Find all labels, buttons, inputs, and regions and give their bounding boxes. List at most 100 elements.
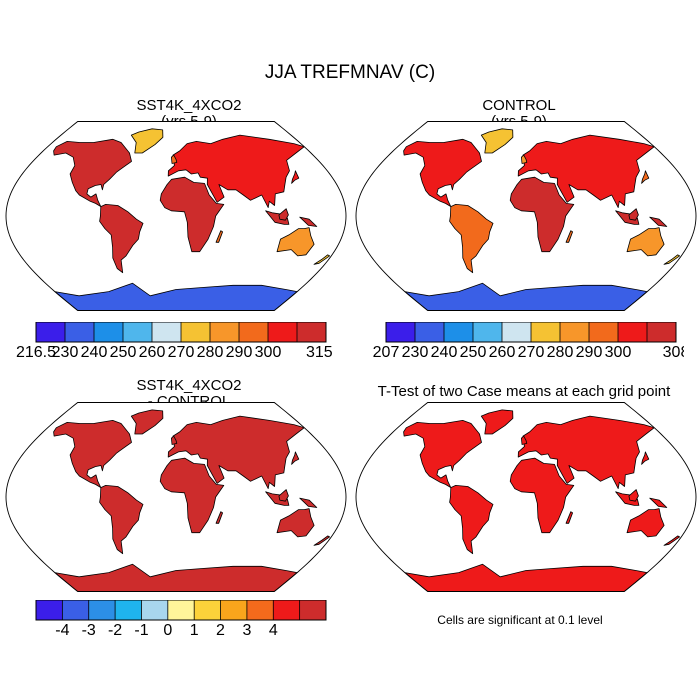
- colorbar-label: 308: [663, 344, 684, 361]
- colorbar-swatch: [167, 600, 195, 620]
- landmass-africa: [159, 176, 225, 253]
- colorbar-label: 230: [52, 344, 79, 361]
- colorbar-label: 290: [226, 344, 253, 361]
- colorbar-label: 216.5: [16, 344, 56, 361]
- colorbar-swatch: [444, 322, 474, 342]
- colorbar-swatch: [88, 600, 116, 620]
- colorbar-label: -3: [82, 622, 96, 639]
- landmass-australia: [626, 508, 665, 538]
- colorbar-swatch: [647, 322, 677, 342]
- colorbar-swatch: [473, 322, 503, 342]
- colorbar-label: 315.7: [306, 344, 334, 361]
- landmass-africa: [509, 176, 575, 253]
- landmass-eurasia: [167, 415, 305, 490]
- colorbar-label: 270: [168, 344, 195, 361]
- landmass-africa: [159, 457, 225, 534]
- colorbar-swatch: [560, 322, 590, 342]
- landmass-australia: [276, 508, 315, 538]
- colorbar-swatch: [94, 322, 124, 342]
- colorbar-label: 300: [605, 344, 632, 361]
- landmass-madagascar: [565, 511, 573, 524]
- landmass-borneo: [628, 489, 639, 502]
- significance-note: Cells are significant at 0.1 level: [437, 613, 603, 627]
- landmass-borneo: [278, 489, 289, 502]
- landmass-britain: [170, 435, 178, 445]
- colorbar-label: -1: [134, 622, 148, 639]
- colorbar-swatch: [502, 322, 532, 342]
- landmass-newguinea: [299, 216, 318, 227]
- colorbar-swatch: [297, 322, 327, 342]
- colorbar-label: 1: [190, 622, 199, 639]
- landmass-australia: [626, 227, 665, 257]
- landmass-greenland: [480, 128, 514, 154]
- landmass-eurasia: [517, 134, 655, 209]
- landmass-samerica: [449, 203, 494, 274]
- map-boundary: [5, 402, 347, 592]
- colorbar-swatch: [152, 322, 182, 342]
- colorbar-frame: [35, 600, 327, 621]
- colorbar-label: 300: [255, 344, 282, 361]
- panel-1-title-line1: SST4K_4XCO2: [136, 97, 242, 114]
- landmass-madagascar: [215, 230, 224, 243]
- colorbar-swatch: [386, 322, 416, 342]
- landmass-indonesia: [265, 210, 290, 225]
- colorbar-label: -2: [108, 622, 122, 639]
- landmass-namerica: [403, 138, 482, 209]
- colorbar-swatch: [141, 600, 169, 620]
- landmass-australia: [276, 227, 315, 257]
- landmass-nz: [313, 254, 331, 265]
- colorbar-swatch: [268, 322, 298, 342]
- landmass-eurasia: [517, 415, 655, 490]
- landmass-britain: [170, 154, 178, 164]
- landmass-newguinea: [299, 497, 318, 508]
- colorbar-label: 280: [197, 344, 224, 361]
- landmass-indonesia: [615, 491, 640, 506]
- colorbar-swatch: [618, 322, 648, 342]
- landmass-japan: [291, 170, 300, 184]
- colorbar-label: 250: [110, 344, 137, 361]
- landmass-samerica: [99, 203, 144, 274]
- map-boundary: [5, 121, 347, 311]
- colorbar-swatch: [65, 322, 95, 342]
- map-boundary: [355, 402, 697, 592]
- landmass-borneo: [628, 208, 639, 221]
- figure-title: JJA TREFMNAV (C): [264, 62, 436, 83]
- colorbar-swatch: [246, 600, 274, 620]
- landmass-britain: [521, 435, 528, 445]
- colorbar-swatch: [239, 322, 269, 342]
- landmass-eurasia: [167, 134, 305, 209]
- landmass-namerica: [53, 419, 132, 490]
- landmass-madagascar: [565, 230, 573, 243]
- colorbar-swatch: [220, 600, 248, 620]
- colorbar-frame: [385, 322, 677, 343]
- colorbar-swatch: [36, 322, 66, 342]
- colorbar-swatch: [299, 600, 327, 620]
- landmass-indonesia: [265, 491, 290, 506]
- colorbar-swatch: [415, 322, 445, 342]
- colorbar-label: 280: [547, 344, 574, 361]
- landmass-namerica: [53, 138, 132, 209]
- landmass-japan: [291, 451, 300, 465]
- panel-2-title-line1: CONTROL: [482, 97, 556, 114]
- colorbar-label: -4: [55, 622, 69, 639]
- colorbar-swatch: [589, 322, 619, 342]
- colorbar-label: 250: [460, 344, 487, 361]
- colorbar-swatch: [273, 600, 301, 620]
- colorbar-label: 270: [518, 344, 545, 361]
- landmass-borneo: [278, 208, 289, 221]
- landmass-greenland: [130, 128, 164, 154]
- landmass-nz: [313, 535, 331, 546]
- colorbar-label: 230: [402, 344, 429, 361]
- landmass-greenland: [130, 409, 164, 435]
- colorbar-label: 207: [373, 344, 400, 361]
- colorbar-difference: -4 -3 -2 -1 0 1 2 3 4: [35, 600, 327, 639]
- colorbar-label: 240: [81, 344, 108, 361]
- colorbar-swatch: [194, 600, 222, 620]
- colorbar-swatch: [123, 322, 153, 342]
- colorbar-swatch: [115, 600, 142, 620]
